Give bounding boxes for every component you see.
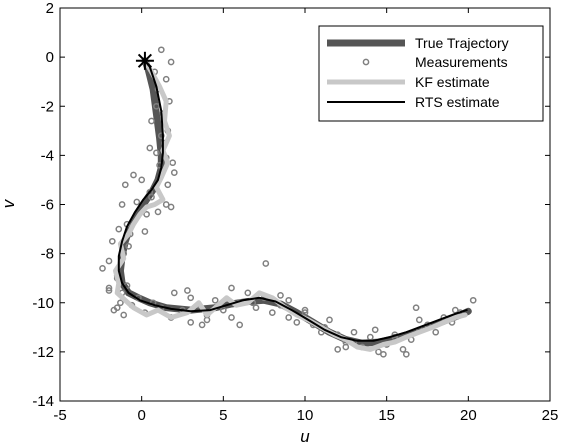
marker-layer bbox=[135, 51, 154, 70]
measurement-point bbox=[115, 225, 123, 233]
measurement-point bbox=[399, 346, 407, 353]
measurement-point bbox=[143, 210, 150, 218]
measurement-point bbox=[432, 328, 440, 336]
y-tick-label: -6 bbox=[41, 197, 54, 214]
measurement-point bbox=[219, 306, 227, 314]
rts-estimate-line bbox=[117, 59, 468, 342]
measurement-point bbox=[167, 58, 175, 66]
x-tick-label: 10 bbox=[297, 407, 314, 424]
measurement-point bbox=[342, 343, 350, 351]
measurement-point bbox=[262, 260, 270, 267]
measurement-point bbox=[118, 201, 126, 208]
x-tick-label: 5 bbox=[219, 407, 227, 424]
measurement-point bbox=[334, 346, 342, 353]
legend-label-rts-estimate: RTS estimate bbox=[415, 94, 500, 110]
measurement-point bbox=[326, 316, 333, 324]
measurement-point bbox=[366, 333, 374, 341]
x-axis-label: u bbox=[300, 427, 310, 446]
measurement-point bbox=[148, 117, 155, 125]
kf-estimate-line bbox=[113, 58, 468, 352]
measurement-point bbox=[105, 257, 113, 265]
measurement-point bbox=[244, 289, 252, 297]
measurement-point bbox=[105, 287, 113, 294]
y-tick-label: -4 bbox=[41, 147, 54, 164]
x-tick-label: -5 bbox=[53, 407, 66, 424]
measurement-point bbox=[228, 284, 235, 292]
y-tick-label: -2 bbox=[41, 98, 54, 115]
measurement-point bbox=[167, 203, 175, 211]
x-tick-label: 20 bbox=[460, 407, 477, 424]
measurement-point bbox=[350, 328, 358, 336]
measurement-point bbox=[130, 171, 137, 179]
measurement-point bbox=[380, 350, 387, 358]
measurement-point bbox=[113, 304, 121, 312]
legend-label-measurements: Measurements bbox=[415, 54, 508, 70]
measurement-point bbox=[415, 316, 423, 324]
measurement-point bbox=[412, 304, 420, 312]
measurement-point bbox=[105, 284, 113, 292]
measurement-point bbox=[154, 208, 162, 216]
measurement-point bbox=[125, 242, 132, 250]
legend-label-kf-estimate: KF estimate bbox=[415, 74, 490, 90]
x-tick-label: 25 bbox=[542, 407, 559, 424]
measurement-point bbox=[268, 309, 276, 316]
y-tick-label: 0 bbox=[46, 49, 54, 66]
measurement-point bbox=[162, 75, 170, 83]
measurement-point bbox=[148, 193, 155, 201]
legend-label-true-trajectory: True Trajectory bbox=[415, 35, 509, 51]
measurement-point bbox=[153, 149, 160, 157]
measurement-point bbox=[157, 46, 165, 54]
measurement-point bbox=[162, 201, 170, 208]
measurement-point bbox=[293, 319, 301, 326]
measurement-point bbox=[402, 350, 410, 358]
legend: True Trajectory Measurements KF estimate RT… bbox=[318, 25, 544, 122]
start-asterisk-marker bbox=[135, 51, 154, 70]
measurement-point bbox=[141, 228, 149, 235]
measurement-point bbox=[198, 321, 206, 329]
y-tick-label: 2 bbox=[46, 0, 54, 17]
measurement-point bbox=[451, 306, 459, 314]
measurement-point bbox=[121, 181, 129, 189]
measurement-point bbox=[301, 309, 309, 316]
measurement-point bbox=[170, 169, 178, 176]
y-tick-label: -8 bbox=[41, 246, 54, 263]
measurement-point bbox=[99, 265, 106, 272]
measurement-point bbox=[301, 306, 309, 314]
measurement-point bbox=[138, 176, 146, 184]
measurement-point bbox=[371, 326, 379, 334]
measurement-point bbox=[187, 294, 195, 302]
legend-swatch-measurements bbox=[362, 58, 370, 66]
x-tick-label: 15 bbox=[378, 407, 395, 424]
y-tick-label: -12 bbox=[32, 344, 54, 361]
measurement-point bbox=[117, 299, 124, 307]
measurement-point bbox=[285, 296, 293, 304]
asterisk-stroke bbox=[137, 53, 153, 68]
ticks-layer: -5 0 5 10 15 20 25 -14 -12 -10 -8 -6 -4 -2 0 2 bbox=[32, 0, 558, 424]
measurement-point bbox=[184, 287, 191, 294]
y-axis-label: v bbox=[0, 198, 18, 208]
measurement-point bbox=[187, 319, 195, 326]
y-tick-label: -14 bbox=[32, 393, 54, 410]
measurement-point bbox=[285, 314, 293, 321]
measurement-point bbox=[153, 102, 160, 110]
measurement-point bbox=[164, 181, 172, 189]
measurement-point bbox=[169, 159, 177, 167]
measurement-point bbox=[120, 311, 128, 319]
measurement-point bbox=[228, 314, 235, 321]
measurement-point bbox=[469, 296, 477, 304]
measurement-point bbox=[252, 304, 260, 312]
measurement-point bbox=[133, 198, 141, 206]
measurement-point bbox=[211, 296, 219, 304]
measurement-point bbox=[277, 292, 284, 299]
y-tick-label: -10 bbox=[32, 295, 54, 312]
series-layer bbox=[99, 46, 477, 358]
measurement-point bbox=[108, 237, 116, 245]
measurement-point bbox=[236, 321, 244, 329]
measurement-point bbox=[146, 144, 154, 152]
x-tick-label: 0 bbox=[137, 407, 145, 424]
measurement-point bbox=[170, 289, 178, 297]
